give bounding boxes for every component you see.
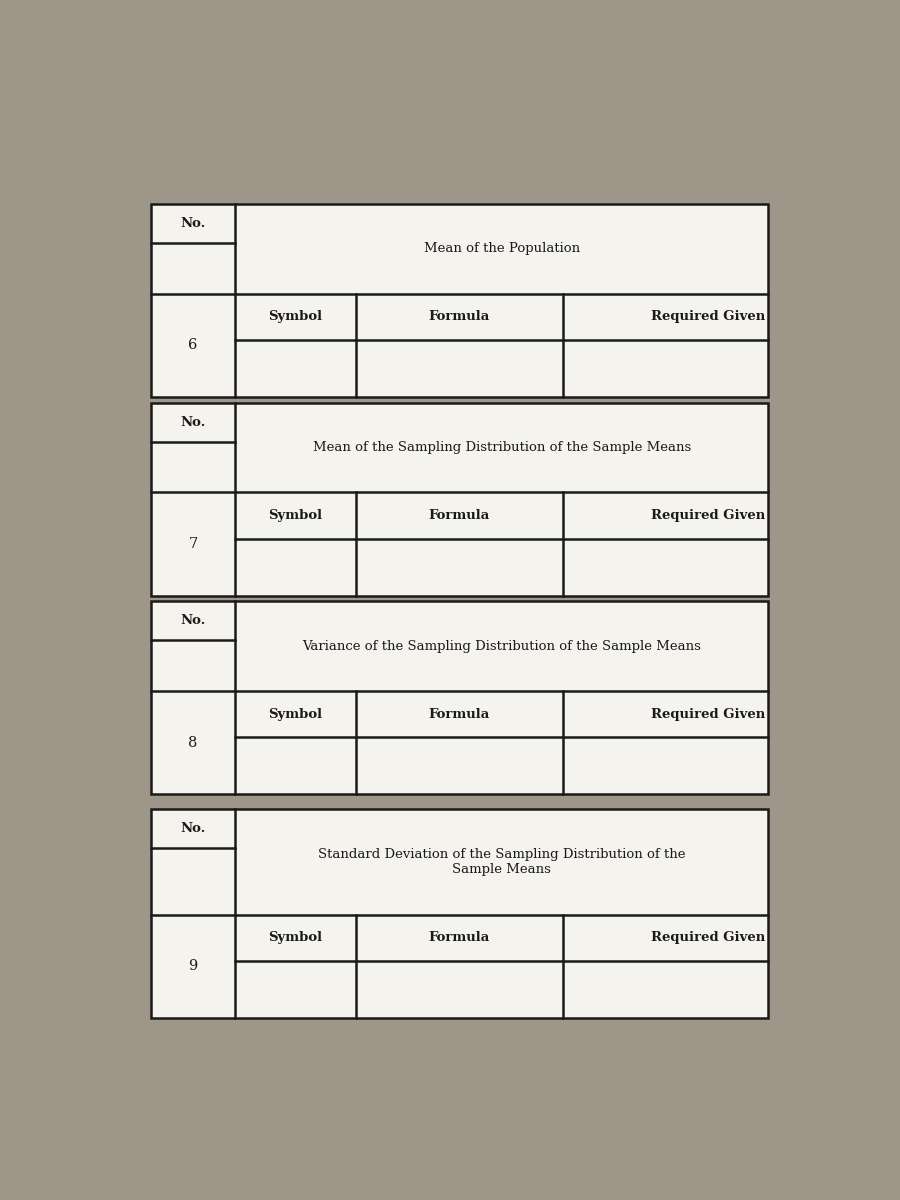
Text: Required Given: Required Given [651,311,765,323]
Text: No.: No. [181,217,206,230]
Text: 6: 6 [188,338,198,353]
Bar [151,601,769,794]
Text: Required Given: Required Given [651,931,765,944]
Bar [151,403,769,596]
Text: Variance of the Sampling Distribution of the Sample Means: Variance of the Sampling Distribution of… [302,640,701,653]
Text: Formula: Formula [428,708,490,721]
Text: Standard Deviation of the Sampling Distribution of the
Sample Means: Standard Deviation of the Sampling Distr… [318,848,686,876]
Text: No.: No. [181,822,206,835]
Text: Formula: Formula [428,311,490,323]
Text: No.: No. [181,415,206,428]
Text: Required Given: Required Given [651,509,765,522]
Text: No.: No. [181,614,206,628]
Text: Symbol: Symbol [268,311,323,323]
Bar [151,204,769,397]
Text: Symbol: Symbol [268,708,323,721]
Text: 7: 7 [188,538,198,551]
Text: Required Given: Required Given [651,708,765,721]
Text: Formula: Formula [428,509,490,522]
Text: 8: 8 [188,736,198,750]
Text: Mean of the Sampling Distribution of the Sample Means: Mean of the Sampling Distribution of the… [312,442,691,454]
Text: Mean of the Population: Mean of the Population [424,242,580,256]
Text: Symbol: Symbol [268,931,323,944]
Bar [151,809,769,1018]
Text: 9: 9 [188,959,198,973]
Text: Formula: Formula [428,931,490,944]
Text: Symbol: Symbol [268,509,323,522]
